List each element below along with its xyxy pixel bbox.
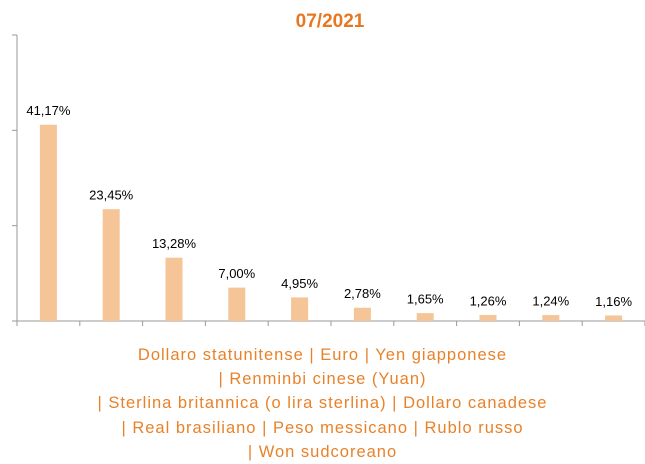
bar bbox=[102, 209, 120, 321]
separator: | bbox=[262, 418, 268, 437]
separator: | bbox=[218, 370, 224, 389]
value-label: 1,65% bbox=[407, 292, 444, 307]
bar bbox=[605, 315, 623, 321]
category-label: Dollaro canadese bbox=[403, 394, 548, 413]
category-label: Dollaro statunitense bbox=[137, 346, 304, 364]
category-label: Peso messicano bbox=[272, 418, 409, 437]
chart-title: 07/2021 bbox=[296, 11, 365, 32]
bar bbox=[416, 313, 434, 321]
category-label: Renminbi cinese (Yuan) bbox=[229, 370, 427, 389]
separator: | bbox=[392, 394, 398, 413]
bar bbox=[291, 297, 309, 321]
value-label: 1,16% bbox=[595, 294, 632, 309]
separator: | bbox=[364, 346, 370, 364]
value-label: 7,00% bbox=[218, 266, 255, 281]
separator: | bbox=[121, 418, 127, 437]
separator: | bbox=[309, 346, 315, 364]
category-label: Won sudcoreano bbox=[258, 442, 398, 461]
value-label: 4,95% bbox=[281, 276, 318, 291]
category-label: Rublo russo bbox=[424, 418, 524, 437]
value-label: 41,17% bbox=[26, 103, 71, 118]
bar bbox=[542, 315, 560, 321]
bar bbox=[353, 307, 371, 321]
category-label: Real brasiliano bbox=[132, 418, 257, 437]
separator: | bbox=[97, 394, 103, 413]
value-label: 1,24% bbox=[532, 294, 569, 309]
chart: 07/2021 41,17% 23,45% 13,28% 7,00% 4,95% 2,78… bbox=[12, 11, 645, 326]
bar bbox=[165, 257, 183, 321]
separator: | bbox=[247, 442, 254, 461]
category-label: Euro bbox=[320, 346, 360, 364]
bar bbox=[228, 287, 246, 321]
bar bbox=[479, 314, 497, 321]
value-label: 1,26% bbox=[470, 293, 507, 308]
category-list: Dollaro statunitense | Euro | Yen giappo… bbox=[0, 343, 645, 464]
category-label: Sterlina britannica (o lira sterlina) bbox=[108, 394, 387, 413]
value-label: 2,78% bbox=[344, 286, 381, 301]
category-label: Yen giapponese bbox=[375, 346, 508, 364]
separator: | bbox=[413, 418, 419, 437]
value-label: 23,45% bbox=[89, 188, 134, 203]
bar bbox=[39, 124, 57, 321]
value-label: 13,28% bbox=[152, 236, 197, 251]
